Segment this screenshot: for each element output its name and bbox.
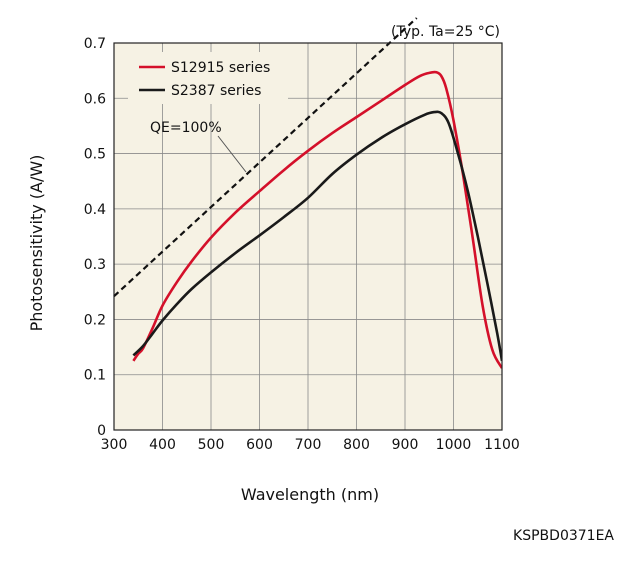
x-tick-label: 1100 (484, 437, 520, 453)
y-tick-label: 0.3 (84, 257, 106, 273)
legend: S12915 series S2387 series (128, 52, 288, 104)
x-tick-label: 1000 (436, 437, 472, 453)
x-tick-label: 400 (149, 437, 176, 453)
x-tick-label: 900 (392, 437, 419, 453)
x-tick-label: 500 (198, 437, 225, 453)
y-tick-labels: 0 0.1 0.2 0.3 0.4 0.5 0.6 0.7 (84, 36, 106, 439)
y-tick-label: 0.4 (84, 202, 106, 218)
legend-label: S12915 series (171, 60, 270, 76)
qe-reference-group: QE=100% (113, 17, 418, 298)
series-group (132, 70, 502, 369)
qe-label-leader-line (217, 135, 247, 173)
qe-reference-label: QE=100% (150, 120, 222, 136)
x-tick-label: 300 (101, 437, 128, 453)
legend-background (128, 52, 288, 104)
y-tick-label: 0.1 (84, 368, 106, 384)
y-tick-label: 0.2 (84, 312, 106, 328)
document-code: KSPBD0371EA (513, 528, 614, 544)
x-tick-label: 600 (246, 437, 273, 453)
x-tick-label: 700 (295, 437, 322, 453)
series-line-s2387 (132, 110, 502, 362)
qe-reference-line (113, 17, 418, 298)
legend-label: S2387 series (171, 83, 261, 99)
x-tick-label: 800 (343, 437, 370, 453)
x-tick-labels: 300 400 500 600 700 800 900 1000 1100 (101, 437, 520, 453)
y-tick-label: 0.5 (84, 147, 106, 163)
y-tick-label: 0 (97, 423, 106, 439)
y-tick-label: 0.7 (84, 36, 106, 52)
x-axis-label: Wavelength (nm) (241, 485, 379, 504)
y-axis-label: Photosensitivity (A/W) (27, 155, 46, 332)
condition-label: (Typ. Ta=25 °C) (391, 24, 500, 40)
y-tick-label: 0.6 (84, 91, 106, 107)
plot-frame (113, 42, 503, 431)
